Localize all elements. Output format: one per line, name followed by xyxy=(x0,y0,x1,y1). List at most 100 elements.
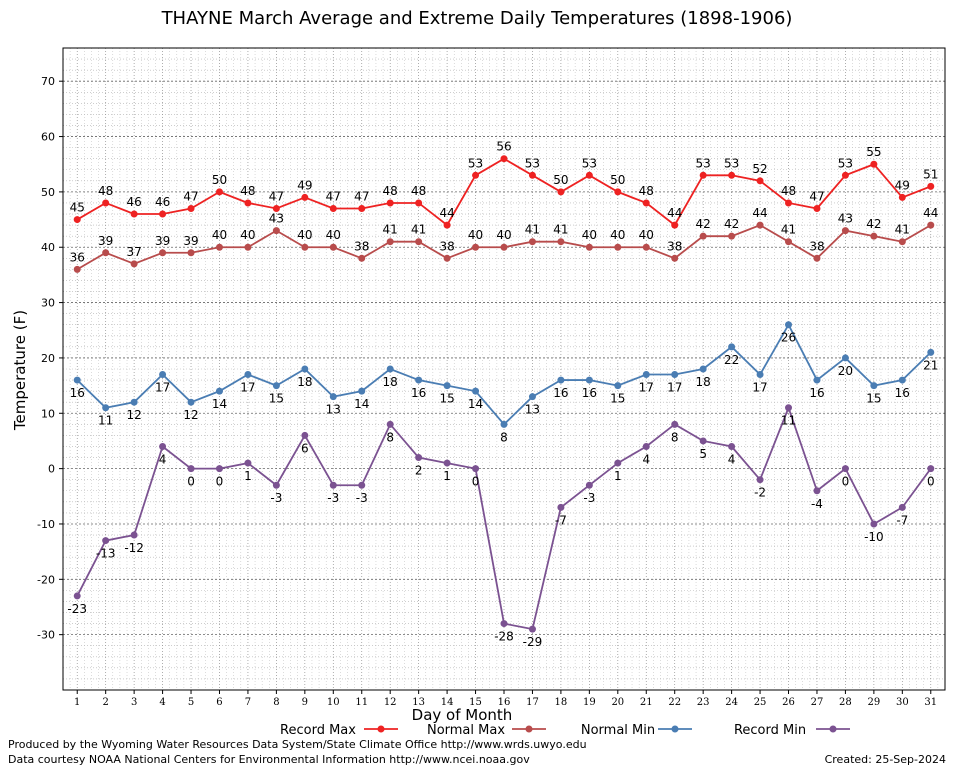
y-axis-label: Temperature (F) xyxy=(11,310,29,431)
data-label: 13 xyxy=(525,403,540,417)
x-tick-label: 25 xyxy=(754,697,767,708)
data-label: 14 xyxy=(354,397,369,411)
data-point xyxy=(272,205,280,212)
y-tick-label: 20 xyxy=(41,352,55,365)
data-point xyxy=(557,238,565,246)
data-point xyxy=(870,232,878,240)
data-label: 16 xyxy=(553,386,568,400)
data-point xyxy=(813,254,821,262)
x-tick-label: 22 xyxy=(668,697,681,708)
x-tick-label: 23 xyxy=(697,697,710,708)
data-point xyxy=(898,193,906,201)
data-label: -29 xyxy=(523,635,543,649)
data-point xyxy=(329,243,337,251)
data-label: 8 xyxy=(500,430,508,444)
x-tick-label: 21 xyxy=(640,697,653,708)
data-point xyxy=(927,465,935,473)
data-label: -2 xyxy=(754,486,766,500)
data-label: 48 xyxy=(781,184,796,198)
data-label: 11 xyxy=(98,414,113,428)
data-label: 52 xyxy=(752,162,767,176)
x-tick-label: 7 xyxy=(245,697,251,708)
data-label: 47 xyxy=(269,190,284,204)
data-label: 17 xyxy=(240,381,255,395)
data-label: 38 xyxy=(354,239,369,253)
data-label: 16 xyxy=(582,386,597,400)
data-label: 43 xyxy=(838,212,853,226)
data-label: 46 xyxy=(155,195,170,209)
data-label: 0 xyxy=(927,475,935,489)
data-point xyxy=(301,243,309,251)
data-point xyxy=(187,465,195,473)
x-tick-label: 27 xyxy=(811,697,824,708)
data-label: 17 xyxy=(667,381,682,395)
data-label: 39 xyxy=(98,234,113,248)
data-label: 0 xyxy=(842,475,850,489)
x-tick-label: 29 xyxy=(868,697,881,708)
data-point xyxy=(358,481,366,489)
data-label: 6 xyxy=(301,441,309,455)
data-point xyxy=(329,481,337,489)
data-label: -3 xyxy=(583,491,595,505)
data-point xyxy=(671,371,679,379)
data-point xyxy=(528,238,536,246)
data-point xyxy=(500,243,508,251)
x-tick-label: 1 xyxy=(74,697,80,708)
data-label: 36 xyxy=(70,250,85,264)
data-point xyxy=(130,531,138,539)
x-tick-label: 20 xyxy=(611,697,624,708)
data-point xyxy=(272,481,280,489)
x-tick-label: 13 xyxy=(412,697,425,708)
data-point xyxy=(159,442,167,450)
x-tick-label: 10 xyxy=(327,697,340,708)
data-label: 1 xyxy=(614,469,622,483)
x-tick-label: 16 xyxy=(498,697,511,708)
data-point xyxy=(557,503,565,511)
data-point xyxy=(728,442,736,450)
data-label: 53 xyxy=(696,156,711,170)
x-tick-label: 8 xyxy=(273,697,279,708)
data-label: 16 xyxy=(895,386,910,400)
data-label: -3 xyxy=(327,491,339,505)
data-point xyxy=(102,404,110,412)
data-label: 51 xyxy=(923,167,938,181)
legend: Record Max Normal Max Normal Min Record Min xyxy=(280,723,850,738)
data-point xyxy=(841,465,849,473)
data-point xyxy=(500,155,508,163)
x-tick-label: 9 xyxy=(302,697,308,708)
x-tick-label: 5 xyxy=(188,697,194,708)
data-label: 39 xyxy=(155,234,170,248)
data-point xyxy=(301,431,309,439)
data-point xyxy=(785,238,793,246)
data-point xyxy=(472,387,480,395)
data-point xyxy=(187,398,195,406)
data-label: 53 xyxy=(838,156,853,170)
x-tick-label: 30 xyxy=(896,697,909,708)
x-tick-label: 4 xyxy=(159,697,165,708)
data-label: 15 xyxy=(610,392,625,406)
data-point xyxy=(756,221,764,229)
data-label: 16 xyxy=(411,386,426,400)
credit-wrds: Produced by the Wyoming Water Resources … xyxy=(8,738,587,751)
data-point xyxy=(785,199,793,207)
data-point xyxy=(813,376,821,384)
series-normal-max: 36 39 37 39 39 40 40 43 40 40 38 41 41 38 40 40 41 41 40 40… xyxy=(70,206,938,273)
data-label: 41 xyxy=(781,223,796,237)
data-label: 0 xyxy=(472,475,480,489)
data-point xyxy=(813,205,821,212)
data-point xyxy=(130,210,138,218)
y-tick-label: -20 xyxy=(37,573,55,586)
data-label: 50 xyxy=(553,173,568,187)
data-point xyxy=(386,199,394,207)
data-label: 1 xyxy=(443,469,451,483)
data-point xyxy=(671,420,679,428)
data-point xyxy=(130,260,138,268)
data-point xyxy=(130,398,138,406)
y-tick-label: -30 xyxy=(37,629,55,642)
data-point xyxy=(614,382,622,390)
data-point xyxy=(187,249,195,257)
data-point xyxy=(642,442,650,450)
legend-label: Record Max xyxy=(280,723,356,738)
data-point xyxy=(614,459,622,467)
data-label: 5 xyxy=(699,447,707,461)
